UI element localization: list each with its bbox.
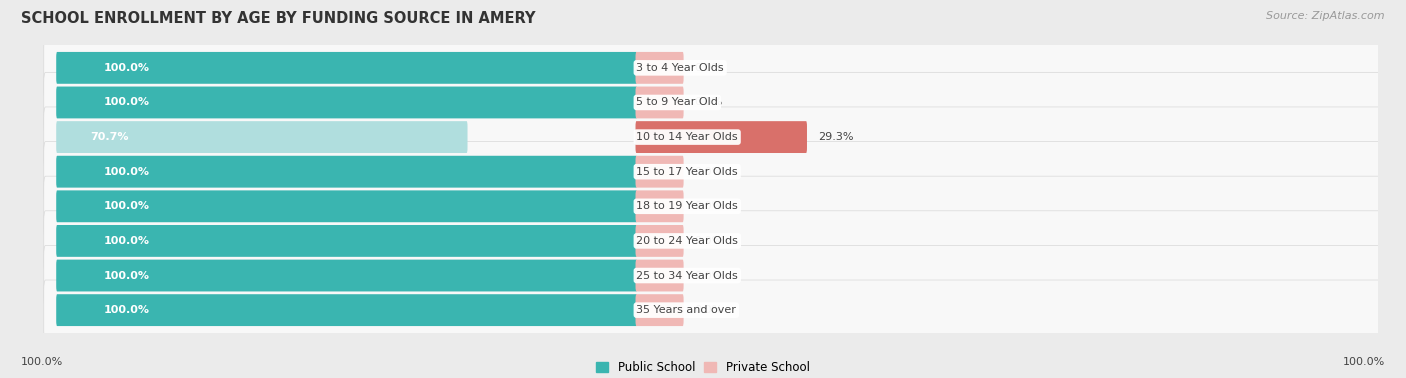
Text: 0.0%: 0.0%: [695, 167, 723, 177]
Text: 0.0%: 0.0%: [695, 63, 723, 73]
Text: 100.0%: 100.0%: [104, 201, 149, 211]
FancyBboxPatch shape: [56, 156, 637, 187]
Text: 100.0%: 100.0%: [104, 63, 149, 73]
Text: 0.0%: 0.0%: [695, 98, 723, 107]
FancyBboxPatch shape: [44, 176, 1391, 236]
Text: 100.0%: 100.0%: [104, 98, 149, 107]
Text: 100.0%: 100.0%: [104, 271, 149, 280]
Text: 29.3%: 29.3%: [818, 132, 853, 142]
Text: 3 to 4 Year Olds: 3 to 4 Year Olds: [637, 63, 724, 73]
FancyBboxPatch shape: [636, 294, 683, 326]
Text: 0.0%: 0.0%: [695, 201, 723, 211]
Legend: Public School, Private School: Public School, Private School: [592, 356, 814, 378]
Text: 18 to 19 Year Olds: 18 to 19 Year Olds: [637, 201, 738, 211]
FancyBboxPatch shape: [56, 52, 637, 84]
FancyBboxPatch shape: [636, 156, 683, 187]
Text: SCHOOL ENROLLMENT BY AGE BY FUNDING SOURCE IN AMERY: SCHOOL ENROLLMENT BY AGE BY FUNDING SOUR…: [21, 11, 536, 26]
Text: 0.0%: 0.0%: [695, 305, 723, 315]
Text: 0.0%: 0.0%: [695, 271, 723, 280]
Text: 5 to 9 Year Old: 5 to 9 Year Old: [637, 98, 718, 107]
FancyBboxPatch shape: [44, 72, 1391, 133]
FancyBboxPatch shape: [636, 52, 683, 84]
Text: 100.0%: 100.0%: [104, 167, 149, 177]
FancyBboxPatch shape: [56, 121, 468, 153]
FancyBboxPatch shape: [636, 260, 683, 291]
Text: 35 Years and over: 35 Years and over: [637, 305, 737, 315]
FancyBboxPatch shape: [636, 225, 683, 257]
FancyBboxPatch shape: [44, 38, 1391, 98]
FancyBboxPatch shape: [44, 280, 1391, 340]
FancyBboxPatch shape: [56, 225, 637, 257]
FancyBboxPatch shape: [56, 87, 637, 118]
Text: 25 to 34 Year Olds: 25 to 34 Year Olds: [637, 271, 738, 280]
FancyBboxPatch shape: [44, 142, 1391, 202]
Text: 70.7%: 70.7%: [90, 132, 128, 142]
FancyBboxPatch shape: [636, 121, 807, 153]
Text: 0.0%: 0.0%: [695, 236, 723, 246]
FancyBboxPatch shape: [56, 260, 637, 291]
Text: Source: ZipAtlas.com: Source: ZipAtlas.com: [1267, 11, 1385, 21]
Text: 100.0%: 100.0%: [104, 236, 149, 246]
Text: 10 to 14 Year Olds: 10 to 14 Year Olds: [637, 132, 738, 142]
FancyBboxPatch shape: [636, 191, 683, 222]
FancyBboxPatch shape: [44, 107, 1391, 167]
Text: 100.0%: 100.0%: [1343, 357, 1385, 367]
FancyBboxPatch shape: [56, 294, 637, 326]
Text: 100.0%: 100.0%: [21, 357, 63, 367]
Text: 100.0%: 100.0%: [104, 305, 149, 315]
Text: 15 to 17 Year Olds: 15 to 17 Year Olds: [637, 167, 738, 177]
FancyBboxPatch shape: [44, 211, 1391, 271]
FancyBboxPatch shape: [56, 191, 637, 222]
FancyBboxPatch shape: [636, 87, 683, 118]
Text: 20 to 24 Year Olds: 20 to 24 Year Olds: [637, 236, 738, 246]
FancyBboxPatch shape: [44, 245, 1391, 306]
